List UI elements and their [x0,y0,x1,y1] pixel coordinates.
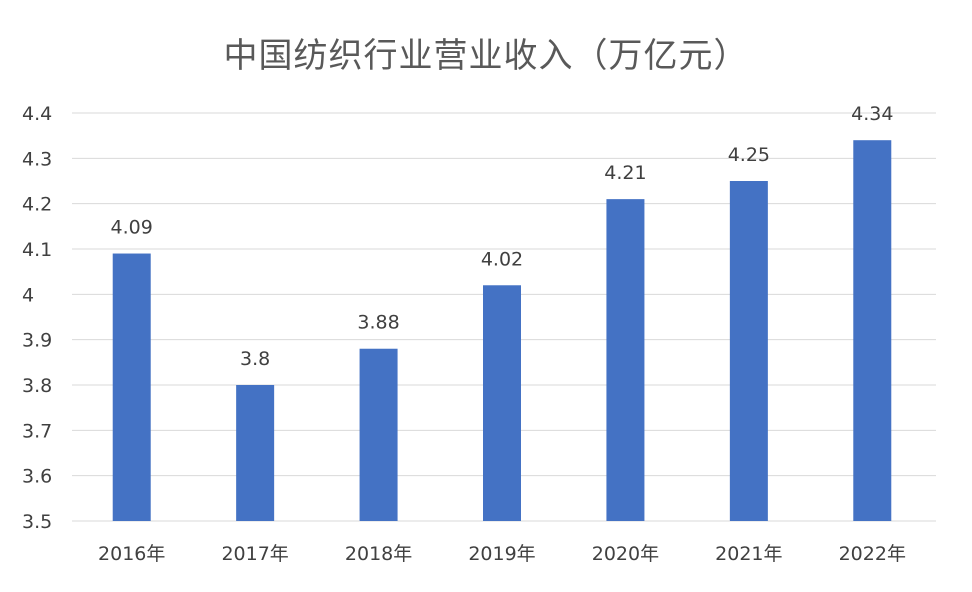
bar [112,253,151,522]
data-label: 3.88 [357,312,399,334]
data-label: 4.21 [604,162,646,184]
x-tick-label: 2021年 [715,543,782,565]
y-tick-label: 3.6 [22,466,52,488]
x-tick-label: 2022年 [839,543,906,565]
y-tick-label: 4.4 [22,103,52,125]
y-tick-label: 4.2 [22,194,52,216]
data-label: 4.34 [851,103,893,125]
bar [729,181,768,521]
y-tick-label: 3.8 [22,375,52,397]
data-label: 4.02 [481,248,523,270]
x-tick-label: 2020年 [592,543,659,565]
bar [483,285,521,521]
bar [236,385,275,521]
y-tick-label: 3.5 [22,511,52,533]
x-tick-label: 2017年 [221,543,288,565]
x-tick-label: 2018年 [345,543,412,565]
x-tick-label: 2019年 [468,543,535,565]
bar [853,140,892,521]
data-label: 3.8 [240,348,270,370]
y-tick-label: 4.3 [22,148,52,170]
y-tick-label: 4.1 [22,239,52,261]
y-tick-label: 3.9 [22,330,52,352]
bar [359,348,398,521]
x-tick-label: 2016年 [98,543,165,565]
data-label: 4.25 [728,144,770,166]
y-tick-label: 3.7 [22,420,52,442]
bar [606,199,645,521]
chart-title: 中国纺织行业营业收入（万亿元） [223,36,749,76]
y-tick-label: 4 [22,284,34,306]
data-label: 4.09 [111,217,153,239]
